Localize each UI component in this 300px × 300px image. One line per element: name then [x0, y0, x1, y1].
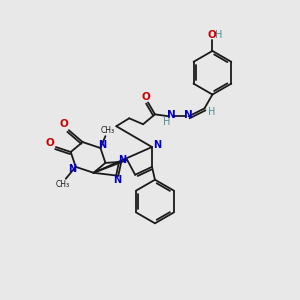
Text: H: H [215, 30, 222, 40]
Text: N: N [98, 140, 106, 150]
Text: CH₃: CH₃ [56, 180, 70, 189]
Text: H: H [163, 117, 170, 127]
Text: O: O [142, 92, 150, 101]
Text: H: H [208, 107, 215, 117]
Text: N: N [184, 110, 193, 120]
Text: O: O [46, 138, 54, 148]
Text: N: N [113, 175, 122, 185]
Text: O: O [207, 30, 216, 40]
Text: N: N [118, 155, 126, 165]
Text: O: O [59, 119, 68, 129]
Text: CH₃: CH₃ [100, 126, 115, 135]
Text: N: N [68, 164, 76, 174]
Text: N: N [167, 110, 176, 120]
Text: N: N [153, 140, 161, 150]
